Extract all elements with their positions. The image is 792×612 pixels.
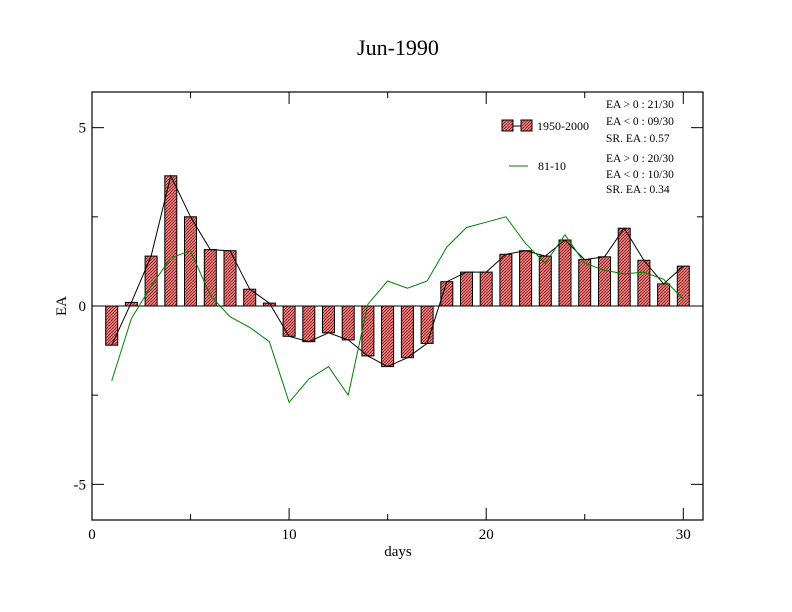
stat-1-sr: SR. EA : 0.57 — [606, 133, 670, 145]
stat-2-negative: EA < 0 : 10/30 — [606, 169, 674, 181]
bar-day-19 — [460, 271, 473, 307]
legend-series-2: 81-10 — [538, 159, 566, 173]
x-tick-label: 0 — [88, 527, 96, 543]
stat-1-positive: EA > 0 : 21/30 — [606, 99, 674, 111]
bar-day-13 — [341, 305, 355, 341]
axis-ticks: 0 10 20 30 -5 0 5 — [74, 92, 703, 543]
x-axis-label: days — [384, 544, 412, 560]
stat-1-negative: EA < 0 : 09/30 — [606, 116, 674, 128]
y-tick-label: 5 — [79, 121, 87, 137]
bar-day-27 — [617, 227, 631, 307]
y-tick-label: 0 — [79, 299, 87, 315]
bar-day-14 — [361, 305, 375, 357]
plot-area — [92, 174, 703, 404]
legend-series-1: 1950-2000 — [537, 119, 589, 133]
x-tick-label: 20 — [479, 527, 494, 543]
y-axis-label: EA — [54, 296, 70, 316]
bar-day-28 — [637, 259, 651, 307]
bar-day-20 — [479, 271, 493, 307]
bar-day-29 — [657, 283, 671, 307]
bar-day-5 — [184, 216, 197, 307]
series-81-10-line — [111, 216, 684, 404]
bar-day-25 — [578, 259, 592, 307]
x-tick-label: 10 — [282, 527, 297, 543]
bar-day-17 — [420, 305, 434, 344]
stat-2-positive: EA > 0 : 20/30 — [606, 153, 674, 165]
bar-day-21 — [499, 253, 513, 307]
bar-day-11 — [302, 305, 316, 343]
series-1950-2000-line — [111, 174, 684, 368]
bar-day-12 — [322, 305, 335, 334]
bar-day-26 — [598, 256, 611, 307]
legend-bar-swatch-right — [520, 119, 533, 132]
legend-bar-swatch-left — [501, 119, 514, 132]
bar-day-15 — [381, 305, 395, 368]
bar-day-4 — [164, 175, 178, 307]
stat-2-sr: SR. EA : 0.34 — [606, 184, 670, 196]
bar-day-30 — [676, 265, 690, 307]
y-tick-label: -5 — [74, 477, 87, 493]
stats-block: EA > 0 : 21/30 EA < 0 : 09/30 SR. EA : 0… — [606, 99, 674, 196]
bar-day-10 — [282, 305, 296, 337]
bar-day-22 — [519, 250, 533, 307]
bar-day-1 — [105, 305, 119, 346]
x-tick-label: 30 — [676, 527, 691, 543]
bar-day-16 — [400, 305, 414, 359]
bar-day-6 — [203, 249, 217, 307]
bar-day-24 — [558, 239, 572, 307]
chart-title: Jun-1990 — [357, 35, 439, 60]
legend: 1950-2000 81-10 — [501, 119, 589, 173]
